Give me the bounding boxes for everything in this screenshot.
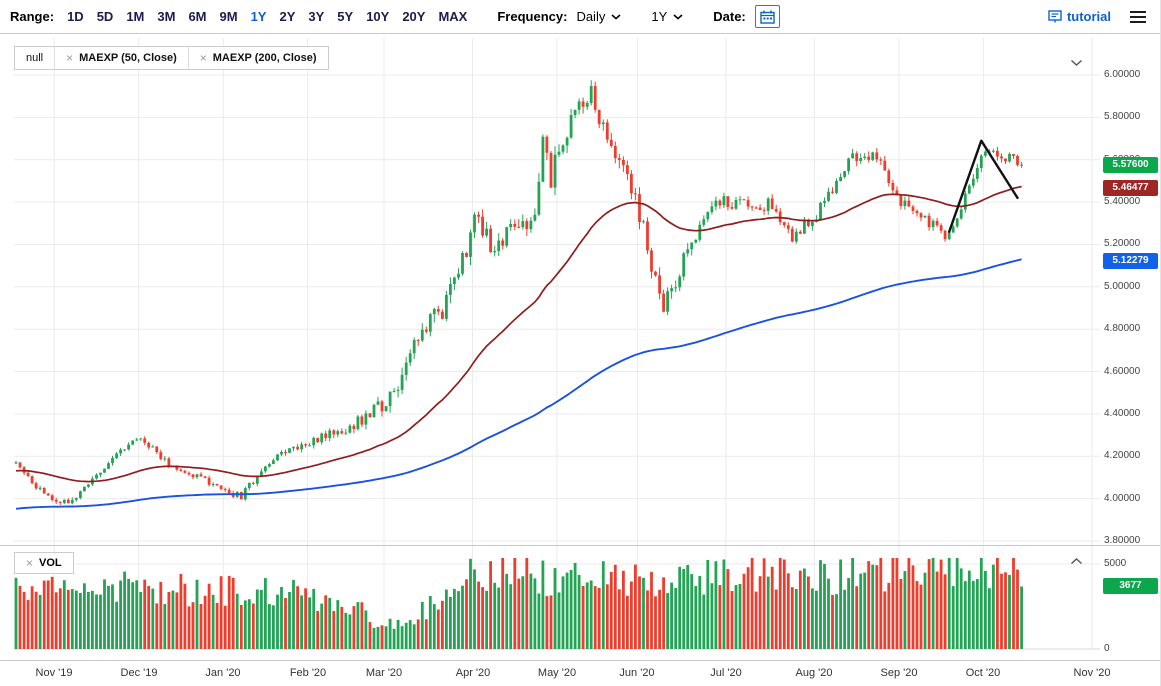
volume-panel: 5000 0 × VOL 3677	[0, 545, 1161, 661]
remove-ema50-button[interactable]: ×	[66, 51, 74, 65]
volume-legend: × VOL	[14, 552, 74, 574]
toolbar-right: tutorial	[1048, 9, 1148, 25]
ema200-legend-item: × MAEXP (200, Close)	[189, 47, 328, 69]
range-button-group: 1D 5D 1M 3M 6M 9M 1Y 2Y 3Y 5Y 10Y 20Y MA…	[67, 9, 467, 24]
tutorial-label: tutorial	[1066, 9, 1111, 24]
range-option-9m[interactable]: 9M	[219, 9, 238, 24]
ema50-legend-label: MAEXP (50, Close)	[79, 52, 177, 64]
top-toolbar: Range: 1D 5D 1M 3M 6M 9M 1Y 2Y 3Y 5Y 10Y…	[0, 0, 1160, 34]
ema200-legend-label: MAEXP (200, Close)	[212, 52, 317, 64]
ema200-value-badge: 5.12279	[1103, 253, 1158, 269]
chevron-up-icon	[1071, 558, 1082, 565]
price-chart-canvas[interactable]	[0, 34, 1161, 545]
date-picker-button[interactable]	[754, 5, 780, 28]
range-option-20y[interactable]: 20Y	[402, 9, 426, 24]
time-axis-label: Mar '20	[365, 667, 403, 679]
range-option-3y[interactable]: 3Y	[308, 9, 325, 24]
price-panel: 6.000005.800005.600005.400005.200005.000…	[0, 34, 1161, 546]
series-name: null	[26, 52, 44, 64]
frequency-label: Frequency:	[497, 9, 568, 24]
remove-volume-button[interactable]: ×	[26, 556, 34, 570]
range-option-3m[interactable]: 3M	[157, 9, 176, 24]
calendar-icon	[760, 10, 775, 24]
volume-chart-canvas[interactable]	[0, 546, 1161, 661]
expand-volume-panel-button[interactable]	[1070, 552, 1083, 570]
range-label: Range:	[10, 9, 55, 24]
time-axis: Nov '19 Dec '19 Jan '20 Feb '20 Mar '20 Apr '…	[0, 660, 1160, 686]
chevron-down-icon	[1071, 59, 1082, 66]
range-option-max[interactable]: MAX	[438, 9, 468, 24]
time-axis-label: May '20	[537, 667, 577, 679]
range-option-10y[interactable]: 10Y	[366, 9, 390, 24]
time-axis-label: Dec '19	[120, 667, 158, 679]
menu-hamburger-icon[interactable]	[1128, 9, 1148, 25]
series-legend-item: null	[15, 47, 56, 69]
date-label: Date:	[713, 9, 746, 24]
volume-legend-label: VOL	[39, 557, 62, 569]
range-option-5d[interactable]: 5D	[96, 9, 114, 24]
time-axis-label: Jun '20	[619, 667, 655, 679]
time-axis-label: Jul '20	[710, 667, 742, 679]
period-value: 1Y	[651, 9, 668, 24]
price-legend: null × MAEXP (50, Close) × MAEXP (200, C…	[14, 46, 329, 70]
chevron-down-icon	[611, 13, 621, 20]
range-option-1m[interactable]: 1M	[126, 9, 145, 24]
tutorial-link[interactable]: tutorial	[1048, 9, 1111, 24]
time-axis-label: Sep '20	[880, 667, 918, 679]
time-axis-label: Apr '20	[455, 667, 491, 679]
range-option-5y[interactable]: 5Y	[337, 9, 354, 24]
time-axis-label: Feb '20	[289, 667, 327, 679]
time-axis-label: Jan '20	[205, 667, 241, 679]
time-axis-label: Nov '20	[1073, 667, 1111, 679]
frequency-value: Daily	[576, 9, 606, 24]
range-option-2y[interactable]: 2Y	[279, 9, 296, 24]
collapse-price-panel-button[interactable]	[1070, 54, 1083, 72]
chevron-down-icon	[673, 13, 683, 20]
range-option-1d[interactable]: 1D	[67, 9, 84, 24]
period-dropdown[interactable]: 1Y	[651, 9, 683, 24]
ema50-legend-item: × MAEXP (50, Close)	[55, 47, 189, 69]
tutorial-board-icon	[1048, 10, 1062, 23]
last-price-badge: 5.57600	[1103, 157, 1158, 173]
ema50-value-badge: 5.46477	[1103, 180, 1158, 196]
range-option-6m[interactable]: 6M	[188, 9, 207, 24]
frequency-dropdown[interactable]: Daily	[576, 9, 621, 24]
time-axis-label: Nov '19	[35, 667, 73, 679]
time-axis-label: Oct '20	[965, 667, 1001, 679]
range-option-1y[interactable]: 1Y	[250, 9, 267, 24]
remove-ema200-button[interactable]: ×	[199, 51, 207, 65]
volume-value-badge: 3677	[1103, 578, 1158, 594]
time-axis-label: Aug '20	[795, 667, 833, 679]
